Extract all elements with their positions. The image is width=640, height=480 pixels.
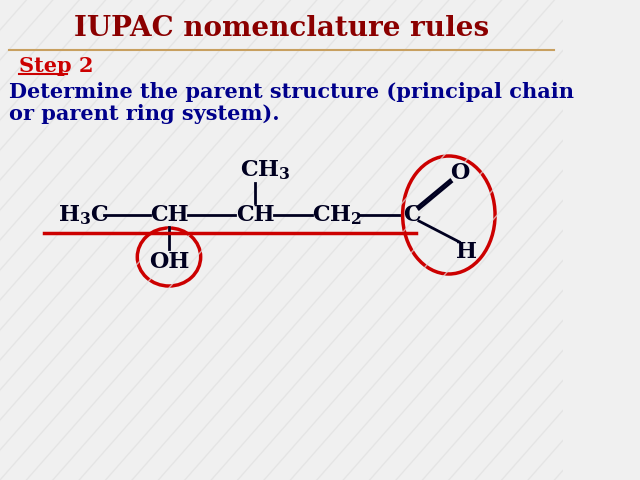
Text: CH: CH — [150, 204, 188, 226]
Text: CH: CH — [236, 204, 275, 226]
Text: or parent ring system).: or parent ring system). — [9, 104, 280, 124]
Text: $\mathregular{H_3C}$: $\mathregular{H_3C}$ — [58, 203, 109, 227]
Text: $\mathregular{CH_3}$: $\mathregular{CH_3}$ — [241, 158, 291, 182]
Text: C: C — [403, 204, 420, 226]
Text: OH: OH — [148, 251, 189, 273]
Text: Determine the parent structure (principal chain: Determine the parent structure (principa… — [9, 82, 574, 102]
Text: H: H — [456, 241, 477, 263]
Text: O: O — [450, 162, 469, 184]
Text: Step 2: Step 2 — [19, 56, 94, 76]
Text: IUPAC nomenclature rules: IUPAC nomenclature rules — [74, 14, 489, 41]
Text: $\mathregular{CH_2}$: $\mathregular{CH_2}$ — [312, 203, 362, 227]
